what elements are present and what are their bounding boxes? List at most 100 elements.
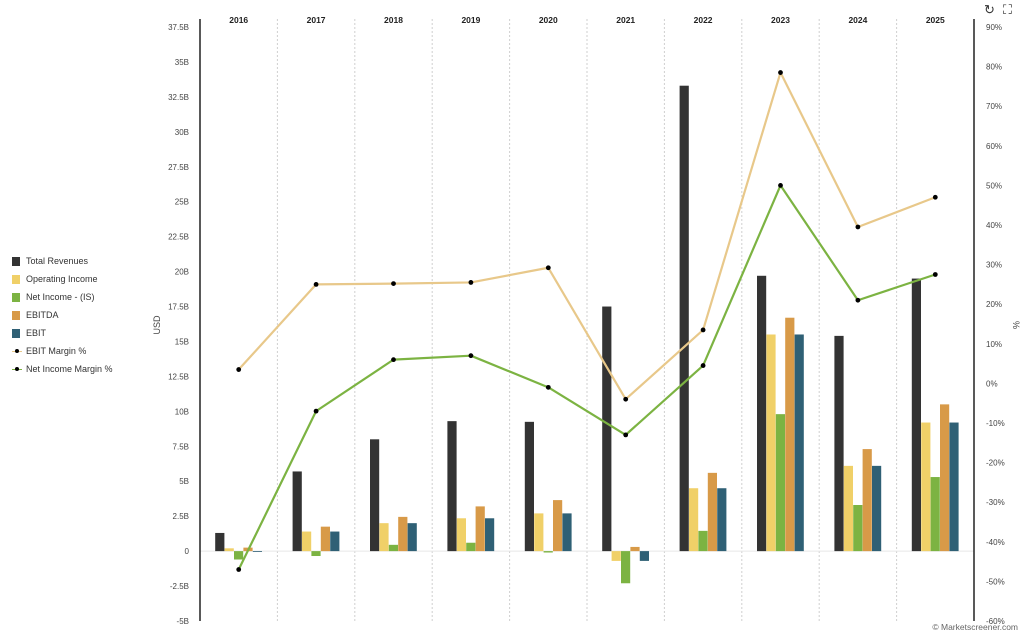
bar <box>949 422 959 552</box>
y-tick-label: 10B <box>175 407 189 416</box>
chart-toolbar: ↻ ⛶ <box>984 2 1012 18</box>
bar <box>485 518 495 552</box>
y-axis-title: USD <box>152 315 162 335</box>
y-tick-label: 30B <box>175 128 189 137</box>
bar <box>456 518 466 552</box>
bar <box>252 551 262 552</box>
bar <box>475 506 485 552</box>
line-point <box>391 357 396 363</box>
x-tick-label: 2018 <box>384 15 403 25</box>
y-tick-label: 7.5B <box>173 442 189 451</box>
legend-swatch <box>12 292 20 302</box>
line-point <box>623 432 629 438</box>
y2-tick-label: 10% <box>986 340 1002 349</box>
line-point <box>778 70 783 75</box>
line-point <box>545 384 551 390</box>
legend-line-marker <box>12 365 22 374</box>
legend-item-net-income[interactable]: Net Income - (IS) <box>12 288 113 306</box>
legend-swatch <box>12 310 20 320</box>
y-tick-label: 20B <box>175 268 189 277</box>
fullscreen-icon[interactable]: ⛶ <box>1002 2 1012 17</box>
bar <box>311 551 321 557</box>
legend-item-ebit-margin[interactable]: EBIT Margin % <box>12 342 113 360</box>
refresh-icon[interactable]: ↻ <box>983 2 995 17</box>
legend-label: EBITDA <box>26 310 59 320</box>
y2-tick-label: 80% <box>986 63 1002 72</box>
y-tick-label: 17.5B <box>168 303 189 312</box>
line-point <box>932 272 938 277</box>
y2-tick-label: 40% <box>986 221 1002 230</box>
line-point <box>391 281 396 287</box>
line-point <box>313 282 319 287</box>
bar <box>911 278 921 552</box>
series-line <box>237 184 936 571</box>
legend: Total Revenues Operating Income Net Inco… <box>12 252 113 378</box>
legend-label: Operating Income <box>26 274 98 284</box>
x-tick-label: 2023 <box>771 15 790 25</box>
bar <box>234 551 244 560</box>
bar <box>466 542 476 552</box>
legend-line-marker <box>12 347 22 356</box>
x-tick-label: 2020 <box>539 15 558 25</box>
y2-tick-label: -30% <box>986 498 1005 507</box>
bar <box>543 551 553 553</box>
bar <box>853 504 863 552</box>
legend-item-operating-income[interactable]: Operating Income <box>12 270 113 288</box>
bar <box>766 334 776 552</box>
bar <box>621 551 631 584</box>
bar <box>398 516 408 552</box>
bar <box>302 531 312 552</box>
line-point <box>778 183 783 188</box>
legend-label: Net Income - (IS) <box>26 292 95 302</box>
credit-text: © Marketscreener.com <box>932 622 1018 632</box>
legend-swatch <box>12 274 20 284</box>
y-tick-label: 37.5B <box>168 23 189 32</box>
bar <box>602 306 612 552</box>
bar <box>785 317 795 552</box>
y-tick-label: -2.5B <box>170 582 189 591</box>
y-tick-label: 35B <box>175 58 189 67</box>
bar <box>794 334 804 552</box>
line-point <box>700 327 706 333</box>
bar <box>534 513 544 552</box>
legend-item-ebitda[interactable]: EBITDA <box>12 306 113 324</box>
bar <box>698 530 708 552</box>
x-tick-label: 2017 <box>307 15 326 25</box>
legend-label: Net Income Margin % <box>26 364 113 374</box>
x-tick-label: 2022 <box>694 15 713 25</box>
legend-item-net-income-margin[interactable]: Net Income Margin % <box>12 360 113 378</box>
lines <box>236 70 938 572</box>
y-tick-label: -5B <box>177 617 189 626</box>
x-tick-label: 2025 <box>926 15 945 25</box>
bar <box>862 449 872 552</box>
line-point <box>236 567 242 572</box>
y-tick-label: 15B <box>175 337 189 346</box>
bar <box>388 544 398 552</box>
bar <box>843 465 853 552</box>
y2-tick-label: 60% <box>986 142 1002 151</box>
legend-label: EBIT Margin % <box>26 346 87 356</box>
bar <box>757 275 767 552</box>
bar <box>330 531 340 552</box>
bar <box>717 488 727 552</box>
bar <box>320 526 330 552</box>
y2-tick-label: -60% <box>986 617 1005 626</box>
grid <box>276 19 898 621</box>
bar <box>689 488 699 552</box>
bar <box>524 421 534 552</box>
line-point <box>700 363 706 368</box>
y2-tick-label: -20% <box>986 459 1005 468</box>
y-tick-label: 12.5B <box>168 372 189 381</box>
legend-label: EBIT <box>26 328 47 338</box>
line-point <box>313 408 319 414</box>
legend-item-total-revenues[interactable]: Total Revenues <box>12 252 113 270</box>
legend-swatch <box>12 328 20 338</box>
y2-axis-title: % <box>1011 321 1021 329</box>
bar <box>679 85 689 552</box>
bar <box>224 548 234 552</box>
bar <box>553 500 563 552</box>
y2-tick-label: 50% <box>986 181 1002 190</box>
legend-item-ebit[interactable]: EBIT <box>12 324 113 342</box>
bar <box>707 472 717 552</box>
